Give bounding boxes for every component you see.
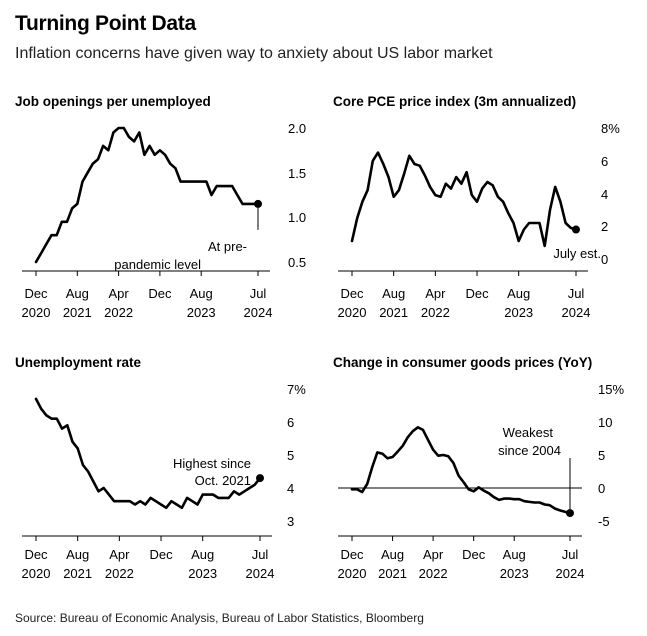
panel-title-3: Unemployment rate xyxy=(15,355,142,370)
x-tick-label: Aug xyxy=(507,286,530,301)
x-tick-year-label: 2020 xyxy=(22,566,51,581)
x-tick-label: Jul xyxy=(250,286,267,301)
y-tick-label: 1.5 xyxy=(288,166,306,181)
x-tick-year-label: 2020 xyxy=(22,305,51,320)
x-tick-label: Dec xyxy=(465,286,489,301)
x-tick-year-label: 2022 xyxy=(105,566,134,581)
series-line xyxy=(350,151,578,248)
y-tick-label: 15% xyxy=(598,382,624,397)
series-end-point xyxy=(256,474,264,483)
x-tick-label: Aug xyxy=(503,547,526,562)
x-tick-label: Apr xyxy=(109,547,130,562)
y-tick-label: 5 xyxy=(287,448,294,463)
annotation-text: Oct. 2021 xyxy=(195,473,251,488)
x-tick-label: Dec xyxy=(462,547,486,562)
annotation-text: since 2004 xyxy=(498,443,561,458)
x-tick-label: Aug xyxy=(381,547,404,562)
y-tick-label: 6 xyxy=(287,415,294,430)
y-tick-label: 0.5 xyxy=(288,255,306,270)
x-tick-label: Dec xyxy=(24,547,48,562)
page-title: Turning Point Data xyxy=(15,12,196,35)
x-tick-year-label: 2023 xyxy=(500,566,529,581)
x-tick-label: Apr xyxy=(108,286,129,301)
x-tick-label: Aug xyxy=(191,547,214,562)
x-tick-year-label: 2021 xyxy=(379,305,408,320)
x-tick-year-label: 2022 xyxy=(104,305,133,320)
y-tick-label: 4 xyxy=(601,187,608,202)
y-tick-label: -5 xyxy=(598,514,610,529)
x-tick-label: Dec xyxy=(340,286,364,301)
y-tick-label: 10 xyxy=(598,415,612,430)
x-tick-label: Aug xyxy=(66,547,89,562)
y-tick-label: 6 xyxy=(601,154,608,169)
x-tick-label: Jul xyxy=(252,547,269,562)
series-end-point xyxy=(572,225,580,234)
y-tick-label: 0 xyxy=(598,481,605,496)
annotation-text: Weakest xyxy=(503,425,554,440)
series-line xyxy=(350,425,572,515)
x-tick-label: Aug xyxy=(382,286,405,301)
annotation-text: July est. xyxy=(553,246,601,261)
series-line xyxy=(34,397,262,510)
x-tick-year-label: 2022 xyxy=(419,566,448,581)
x-tick-year-label: 2021 xyxy=(378,566,407,581)
x-tick-year-label: 2024 xyxy=(556,566,585,581)
x-tick-label: Dec xyxy=(149,547,173,562)
series-line xyxy=(34,126,260,264)
source-note: Source: Bureau of Economic Analysis, Bur… xyxy=(15,611,424,625)
y-tick-label: 2.0 xyxy=(288,121,306,136)
x-tick-label: Dec xyxy=(24,286,48,301)
x-tick-year-label: 2024 xyxy=(562,305,591,320)
x-tick-year-label: 2022 xyxy=(421,305,450,320)
page-subtitle: Inflation concerns have given way to anx… xyxy=(15,45,493,62)
x-tick-label: Jul xyxy=(562,547,579,562)
x-tick-year-label: 2023 xyxy=(187,305,216,320)
y-tick-label: 5 xyxy=(598,448,605,463)
x-tick-label: Apr xyxy=(423,547,444,562)
y-tick-label: 0 xyxy=(601,252,608,267)
y-tick-label: 1.0 xyxy=(288,210,306,225)
x-tick-label: Aug xyxy=(190,286,213,301)
x-tick-year-label: 2020 xyxy=(338,305,367,320)
x-tick-year-label: 2023 xyxy=(188,566,217,581)
annotation-text: Highest since xyxy=(173,456,251,471)
panel-title-2: Core PCE price index (3m annualized) xyxy=(333,94,576,109)
x-tick-year-label: 2024 xyxy=(246,566,275,581)
annotation-text: pandemic level xyxy=(114,257,201,272)
panel-title-1: Job openings per unemployed xyxy=(15,94,211,109)
panel-title-4: Change in consumer goods prices (YoY) xyxy=(333,355,592,370)
x-tick-year-label: 2024 xyxy=(244,305,273,320)
y-tick-label: 2 xyxy=(601,219,608,234)
y-tick-label: 7% xyxy=(287,382,306,397)
annotation-text: At pre- xyxy=(208,239,247,254)
x-tick-label: Jul xyxy=(568,286,585,301)
x-tick-year-label: 2021 xyxy=(63,566,92,581)
x-tick-label: Apr xyxy=(425,286,446,301)
y-tick-label: 3 xyxy=(287,514,294,529)
y-tick-label: 4 xyxy=(287,481,294,496)
x-tick-label: Dec xyxy=(148,286,172,301)
x-tick-year-label: 2021 xyxy=(63,305,92,320)
y-tick-label: 8% xyxy=(601,121,620,136)
x-tick-label: Dec xyxy=(340,547,364,562)
x-tick-year-label: 2020 xyxy=(338,566,367,581)
x-tick-label: Aug xyxy=(66,286,89,301)
x-tick-year-label: 2023 xyxy=(504,305,533,320)
